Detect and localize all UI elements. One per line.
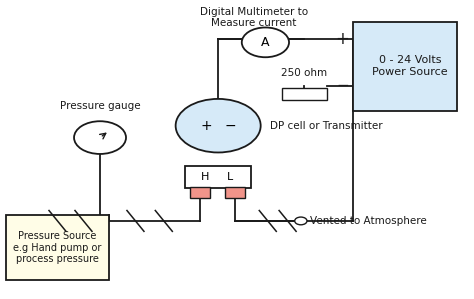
Text: DP cell or Transmitter: DP cell or Transmitter bbox=[270, 121, 383, 131]
Bar bbox=[282, 89, 327, 100]
Circle shape bbox=[242, 28, 289, 57]
Text: 250 ohm: 250 ohm bbox=[281, 68, 327, 78]
Bar bbox=[190, 187, 210, 198]
Text: +: + bbox=[335, 30, 349, 48]
Text: −: − bbox=[224, 119, 236, 133]
Bar bbox=[185, 166, 251, 188]
Text: +: + bbox=[201, 119, 212, 133]
Text: Pressure gauge: Pressure gauge bbox=[60, 101, 140, 111]
Text: A: A bbox=[261, 36, 270, 49]
Circle shape bbox=[74, 121, 126, 154]
Circle shape bbox=[176, 99, 261, 152]
Bar bbox=[225, 187, 245, 198]
Text: Digital Multimeter to
Measure current: Digital Multimeter to Measure current bbox=[200, 7, 308, 28]
Text: −: − bbox=[336, 78, 349, 93]
Text: L: L bbox=[227, 172, 233, 182]
Text: 0 - 24 Volts
Power Source: 0 - 24 Volts Power Source bbox=[372, 55, 448, 77]
Text: H: H bbox=[201, 172, 209, 182]
Circle shape bbox=[295, 217, 307, 225]
Bar bbox=[6, 215, 109, 280]
Text: Vented to Atmosphere: Vented to Atmosphere bbox=[310, 216, 427, 226]
Text: Pressure Source
e.g Hand pump or
process pressure: Pressure Source e.g Hand pump or process… bbox=[13, 231, 102, 264]
Bar bbox=[353, 22, 457, 111]
